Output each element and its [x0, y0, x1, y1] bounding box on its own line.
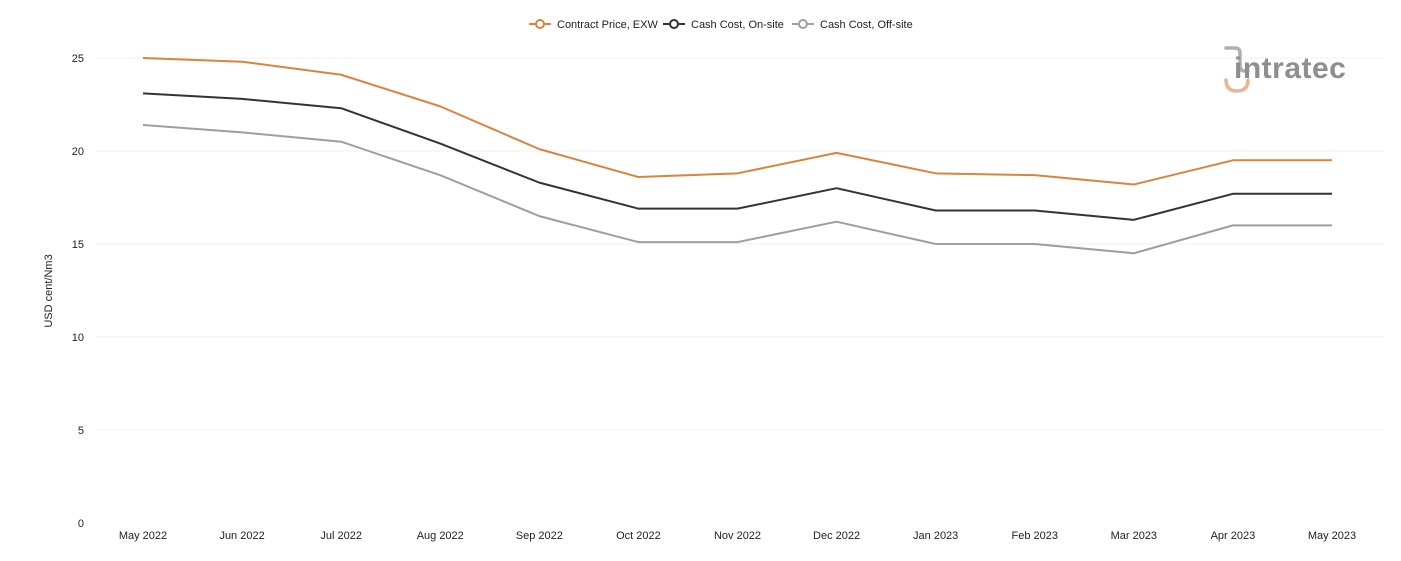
x-tick-label: Jun 2022 — [219, 530, 264, 542]
y-tick-label: 0 — [78, 518, 84, 530]
x-tick-label: Jan 2023 — [913, 530, 958, 542]
x-tick-label: May 2022 — [119, 530, 167, 542]
legend: Contract Price, EXW Cash Cost, On-site Cas… — [529, 19, 913, 31]
series-lines — [142, 57, 1332, 255]
legend-marker — [535, 19, 545, 29]
logo-accent-icon — [1224, 78, 1250, 93]
series-line-2 — [142, 92, 1332, 221]
legend-label: Contract Price, EXW — [557, 19, 658, 31]
y-axis-ticks: 0 5 10 15 20 25 — [72, 53, 84, 530]
logo: intratec — [1224, 46, 1346, 93]
series-line-1 — [142, 57, 1332, 186]
x-tick-label: Mar 2023 — [1111, 530, 1157, 542]
legend-label: Cash Cost, Off-site — [820, 19, 913, 31]
y-axis-title: USD cent/Nm3 — [43, 254, 55, 327]
series-line-3 — [142, 123, 1332, 255]
legend-marker — [798, 19, 808, 29]
x-tick-label: Oct 2022 — [616, 530, 661, 542]
grid-lines — [96, 57, 1384, 431]
y-tick-label: 25 — [72, 53, 84, 65]
x-tick-label: Sep 2022 — [516, 530, 563, 542]
y-tick-label: 5 — [78, 425, 84, 437]
x-tick-label: May 2023 — [1308, 530, 1356, 542]
y-tick-label: 20 — [72, 146, 84, 158]
x-tick-label: Apr 2023 — [1211, 530, 1256, 542]
logo-mark-icon — [1224, 46, 1250, 73]
x-tick-label: Jul 2022 — [320, 530, 362, 542]
x-tick-label: Dec 2022 — [813, 530, 860, 542]
legend-marker — [669, 19, 679, 29]
y-tick-label: 15 — [72, 239, 84, 251]
y-tick-label: 10 — [72, 332, 84, 344]
x-axis-ticks: May 2022 Jun 2022 Jul 2022 Aug 2022 Sep 2022… — [119, 530, 1356, 542]
x-tick-label: Nov 2022 — [714, 530, 761, 542]
legend-label: Cash Cost, On-site — [691, 19, 784, 31]
logo-text: intratec — [1234, 52, 1346, 85]
x-tick-label: Aug 2022 — [417, 530, 464, 542]
x-tick-label: Feb 2023 — [1012, 530, 1058, 542]
